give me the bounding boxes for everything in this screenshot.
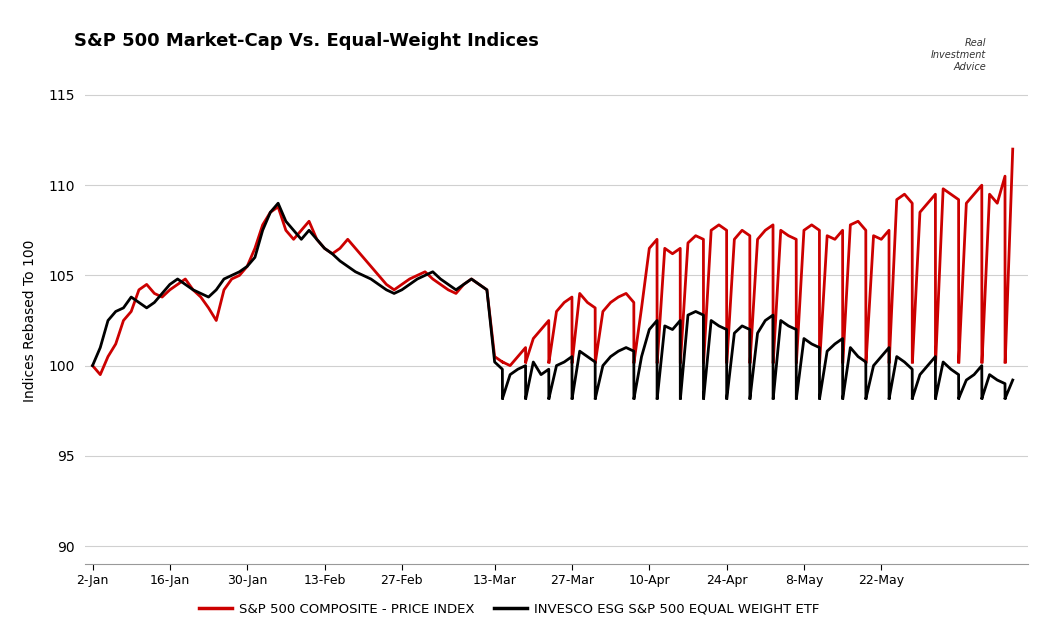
INVESCO ESG S&P 500 EQUAL WEIGHT ETF	[836, 394, 849, 402]
INVESCO ESG S&P 500 EQUAL WEIGHT ETF	[1006, 376, 1019, 384]
S&P 500 COMPOSITE - PRICE INDEX	[743, 358, 756, 366]
S&P 500 COMPOSITE - PRICE INDEX	[86, 362, 99, 369]
S&P 500 COMPOSITE - PRICE INDEX	[303, 217, 316, 225]
S&P 500 COMPOSITE - PRICE INDEX	[712, 221, 725, 229]
S&P 500 COMPOSITE - PRICE INDEX	[836, 358, 849, 366]
Y-axis label: Indices Rebased To 100: Indices Rebased To 100	[23, 239, 37, 402]
Line: INVESCO ESG S&P 500 EQUAL WEIGHT ETF: INVESCO ESG S&P 500 EQUAL WEIGHT ETF	[92, 203, 1012, 398]
Legend: S&P 500 COMPOSITE - PRICE INDEX, INVESCO ESG S&P 500 EQUAL WEIGHT ETF: S&P 500 COMPOSITE - PRICE INDEX, INVESCO…	[194, 597, 825, 621]
Text: Real
Investment
Advice: Real Investment Advice	[931, 38, 986, 72]
Text: S&P 500 Market-Cap Vs. Equal-Weight Indices: S&P 500 Market-Cap Vs. Equal-Weight Indi…	[74, 32, 540, 50]
INVESCO ESG S&P 500 EQUAL WEIGHT ETF	[743, 394, 756, 402]
INVESCO ESG S&P 500 EQUAL WEIGHT ETF	[635, 353, 648, 360]
INVESCO ESG S&P 500 EQUAL WEIGHT ETF	[86, 362, 99, 369]
Line: S&P 500 COMPOSITE - PRICE INDEX: S&P 500 COMPOSITE - PRICE INDEX	[92, 149, 1012, 374]
S&P 500 COMPOSITE - PRICE INDEX	[635, 304, 648, 312]
S&P 500 COMPOSITE - PRICE INDEX	[1006, 146, 1019, 153]
INVESCO ESG S&P 500 EQUAL WEIGHT ETF	[712, 322, 725, 329]
INVESCO ESG S&P 500 EQUAL WEIGHT ETF	[303, 226, 316, 234]
